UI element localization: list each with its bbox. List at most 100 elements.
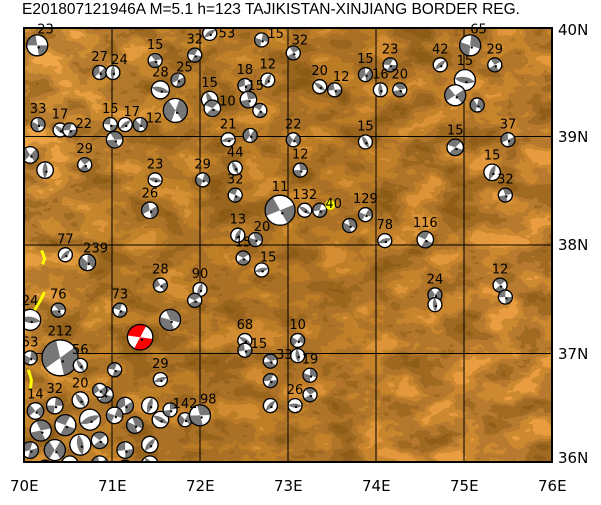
focal-mechanism-beachball[interactable] [357, 207, 374, 223]
focal-mechanism-beachball[interactable] [242, 127, 258, 144]
focal-mechanism-beachball[interactable] [227, 187, 243, 203]
focal-mechanism-beachball[interactable] [69, 433, 92, 456]
focal-mechanism-beachball[interactable] [500, 132, 516, 148]
focal-mechanism-beachball[interactable] [77, 157, 93, 173]
focal-mechanism-beachball[interactable] [116, 441, 135, 459]
focal-mechanism-beachball[interactable] [141, 455, 159, 473]
focal-mechanism-beachball[interactable] [290, 332, 306, 349]
focal-mechanism-beachball[interactable] [152, 277, 168, 293]
focal-mechanism-beachball[interactable] [432, 57, 448, 73]
focal-mechanism-beachball[interactable] [252, 102, 268, 119]
focal-mechanism-beachball[interactable] [239, 90, 258, 109]
focal-mechanism-beachball[interactable] [187, 292, 203, 308]
focal-mechanism-beachball[interactable] [22, 441, 40, 459]
focal-mechanism-beachball[interactable] [78, 408, 102, 431]
focal-mechanism-beachball[interactable] [170, 72, 186, 88]
focal-mechanism-beachball[interactable] [260, 72, 276, 88]
focal-mechanism-beachball[interactable] [112, 302, 128, 318]
focal-mechanism-beachball[interactable] [71, 391, 90, 410]
focal-mechanism-beachball[interactable] [285, 132, 301, 148]
focal-mechanism-beachball[interactable] [140, 201, 159, 220]
focal-mechanism-beachball[interactable] [262, 373, 278, 389]
focal-mechanism-beachball[interactable] [446, 138, 465, 157]
focal-mechanism-beachball[interactable] [29, 419, 52, 442]
focal-mechanism-beachball[interactable] [105, 130, 124, 149]
focal-mechanism-beachball[interactable] [22, 146, 40, 164]
focal-mechanism-beachball[interactable] [140, 435, 159, 454]
focal-mechanism-beachball[interactable] [162, 97, 188, 124]
focal-mechanism-beachball[interactable] [102, 116, 118, 133]
focal-mechanism-beachball[interactable] [150, 80, 170, 100]
focal-mechanism-beachball[interactable] [237, 342, 253, 358]
focal-mechanism-beachball[interactable] [297, 202, 313, 218]
focal-mechanism-beachball[interactable] [23, 350, 38, 366]
focal-mechanism-beachball[interactable] [469, 97, 485, 113]
focal-mechanism-beachball[interactable] [132, 116, 148, 133]
focal-mechanism-beachball[interactable] [107, 362, 123, 378]
focal-mechanism-beachball[interactable] [36, 161, 54, 179]
focal-mechanism-beachball[interactable] [483, 163, 502, 182]
focal-mechanism-beachball[interactable] [62, 122, 78, 138]
focal-mechanism-beachball[interactable] [26, 34, 49, 57]
focal-mechanism-beachball[interactable] [140, 396, 159, 415]
focal-mechanism-beachball[interactable] [302, 367, 318, 383]
focal-mechanism-beachball[interactable] [227, 160, 243, 176]
focal-mechanism-beachball[interactable] [45, 396, 64, 415]
focal-mechanism-beachball[interactable] [117, 116, 133, 133]
focal-mechanism-beachball[interactable] [285, 45, 301, 61]
focal-mechanism-beachball[interactable] [91, 455, 109, 473]
focal-mechanism-beachball[interactable] [203, 99, 222, 118]
focal-mechanism-beachball[interactable] [54, 414, 77, 437]
focal-mechanism-beachball[interactable] [230, 227, 246, 243]
focal-mechanism-beachball[interactable] [177, 412, 193, 428]
focal-mechanism-beachball[interactable] [287, 397, 303, 414]
focal-mechanism-beachball[interactable] [188, 404, 212, 427]
focal-mechanism-beachball[interactable] [220, 132, 236, 148]
focal-mechanism-beachball[interactable] [158, 308, 182, 331]
focal-mechanism-beachball[interactable] [459, 34, 482, 57]
focal-mechanism-beachball[interactable] [26, 402, 45, 420]
focal-mechanism-beachball[interactable] [72, 357, 88, 374]
focal-mechanism-beachball[interactable] [90, 431, 109, 450]
focal-mechanism-beachball[interactable] [312, 78, 328, 95]
focal-mechanism-beachball[interactable] [487, 57, 503, 73]
focal-mechanism-beachball[interactable] [126, 416, 144, 434]
focal-mechanism-beachball[interactable] [202, 26, 218, 42]
focal-mechanism-beachball[interactable] [105, 64, 121, 81]
focal-mechanism-beachball[interactable] [342, 217, 358, 234]
focal-mechanism-beachball[interactable] [235, 250, 251, 266]
focal-mechanism-beachball[interactable] [290, 348, 306, 364]
focal-mechanism-beachball[interactable] [444, 84, 467, 107]
focal-mechanism-beachball[interactable] [43, 438, 66, 462]
focal-mechanism-beachball[interactable] [392, 82, 408, 98]
focal-mechanism-beachball[interactable] [254, 32, 270, 48]
focal-mechanism-beachball[interactable] [151, 410, 170, 429]
focal-mechanism-beachball[interactable] [152, 371, 168, 388]
main-event-beachball[interactable] [126, 323, 154, 351]
focal-mechanism-beachball[interactable] [327, 82, 343, 98]
focal-mechanism-beachball[interactable] [92, 382, 108, 398]
focal-mechanism-beachball[interactable] [262, 397, 278, 414]
focal-mechanism-beachball[interactable] [105, 406, 124, 425]
focal-mechanism-beachball[interactable] [254, 262, 270, 278]
focal-mechanism-beachball[interactable] [187, 47, 203, 63]
focal-mechanism-beachball[interactable] [427, 297, 443, 313]
focal-mechanism-beachball[interactable] [30, 116, 46, 133]
focal-mechanism-beachball[interactable] [20, 308, 42, 331]
focal-mechanism-beachball[interactable] [357, 67, 374, 83]
focal-mechanism-beachball[interactable] [264, 194, 296, 226]
focal-mechanism-beachball[interactable] [262, 353, 278, 369]
focal-mechanism-beachball[interactable] [162, 402, 178, 418]
focal-mechanism-beachball[interactable] [247, 231, 264, 248]
focal-mechanism-beachball[interactable] [292, 162, 308, 178]
focal-mechanism-beachball[interactable] [416, 230, 435, 249]
focal-mechanism-beachball[interactable] [357, 134, 374, 150]
focal-mechanism-beachball[interactable] [50, 302, 66, 318]
focal-mechanism-beachball[interactable] [497, 187, 513, 203]
focal-mechanism-beachball[interactable] [78, 253, 97, 272]
focal-mechanism-beachball[interactable] [92, 64, 108, 81]
focal-mechanism-beachball[interactable] [147, 52, 163, 69]
focal-mechanism-beachball[interactable] [195, 172, 211, 188]
focal-mechanism-beachball[interactable] [302, 387, 318, 403]
focal-mechanism-beachball[interactable] [377, 233, 393, 249]
